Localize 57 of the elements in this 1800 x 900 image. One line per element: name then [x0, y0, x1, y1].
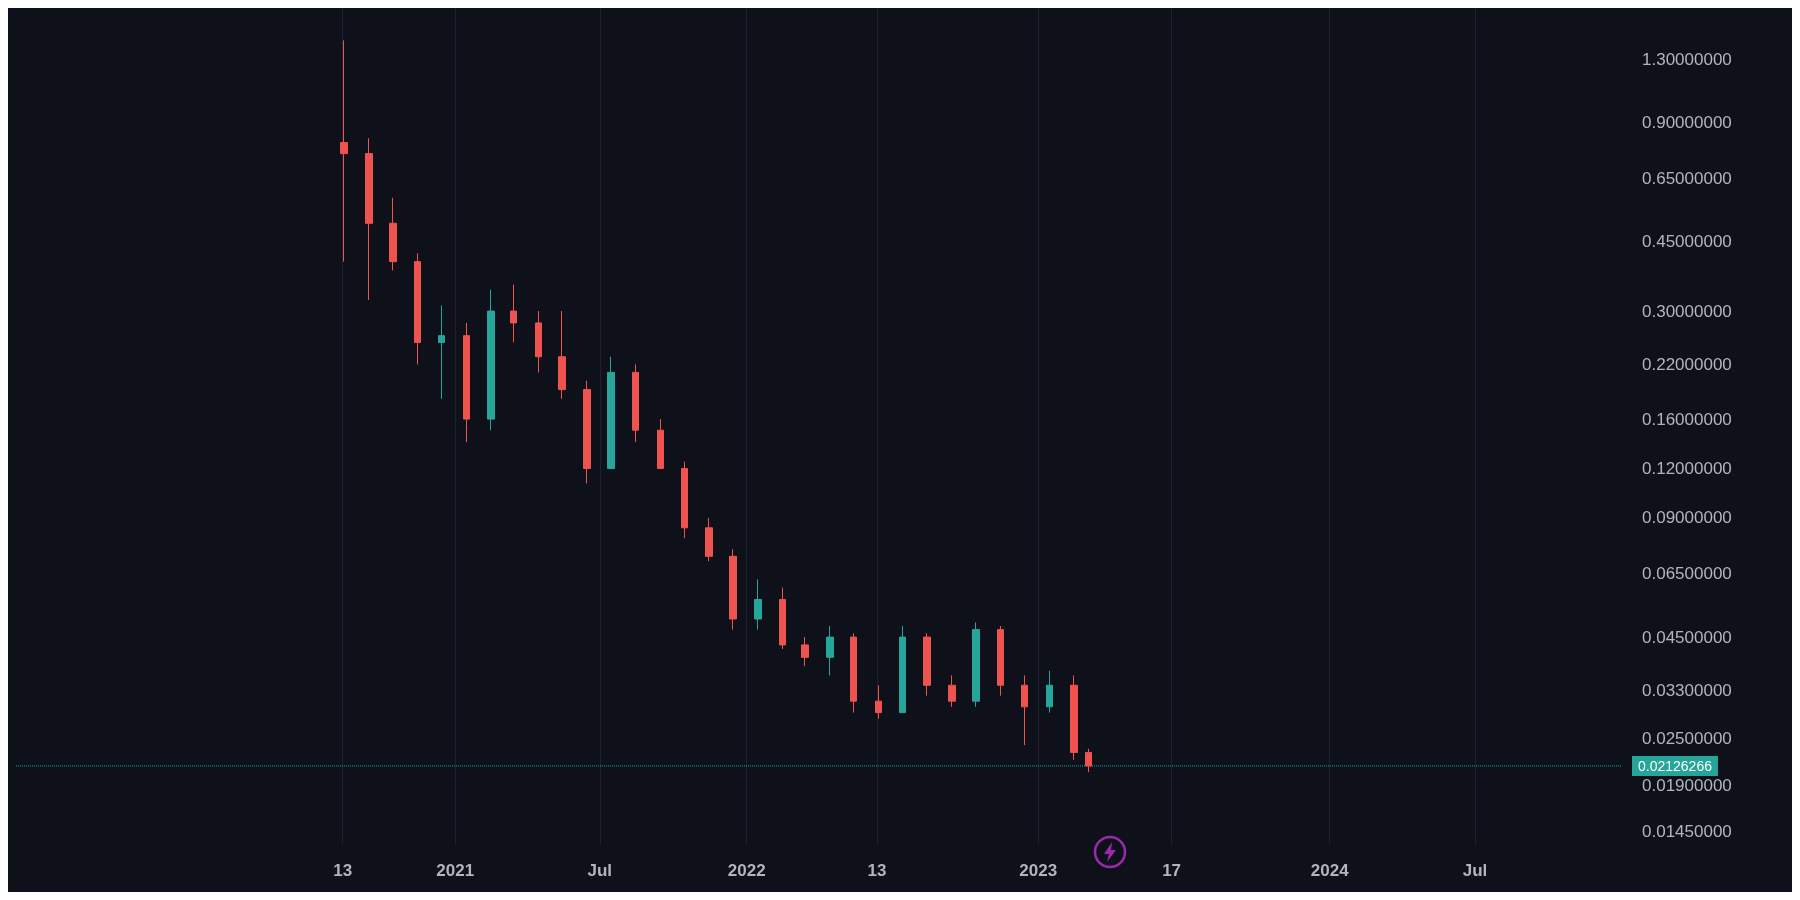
candlestick [779, 587, 786, 650]
candlestick [754, 578, 762, 631]
y-tick-label: 0.22000000 [1642, 354, 1732, 374]
candlestick [948, 674, 956, 708]
candlestick [340, 39, 348, 263]
x-tick-label: 13 [867, 861, 887, 880]
x-tick-label: 2024 [1310, 861, 1350, 880]
candlestick [899, 625, 906, 714]
x-tick-label: 13 [333, 861, 353, 880]
y-tick-label: 0.03300000 [1642, 680, 1732, 700]
candlestick [657, 418, 664, 470]
y-tick-label: 0.04500000 [1642, 627, 1732, 647]
x-tick-label: 2021 [436, 861, 475, 880]
x-tick-label: 2022 [727, 861, 766, 880]
y-tick-label: 0.02500000 [1642, 728, 1732, 748]
y-tick-label: 0.90000000 [1642, 112, 1732, 132]
y-tick-label: 1.30000000 [1642, 49, 1732, 69]
y-tick-label: 0.16000000 [1642, 409, 1732, 429]
candlestick [414, 252, 421, 365]
x-tick-label: 2023 [1019, 861, 1058, 880]
candlestick [558, 310, 566, 400]
candlestick [632, 363, 639, 443]
y-tick-label: 0.65000000 [1642, 168, 1732, 188]
candlestick [510, 284, 517, 343]
candlestick [705, 517, 713, 562]
y-tick-label: 0.09000000 [1642, 508, 1732, 528]
y-tick-label: 0.06500000 [1642, 564, 1732, 584]
candlestick [1070, 674, 1078, 761]
candlestick [826, 625, 834, 676]
candlestick [535, 310, 542, 373]
candlestick [487, 289, 495, 431]
y-tick-label: 0.45000000 [1642, 231, 1732, 251]
candlestick [607, 356, 615, 470]
y-tick-label: 0.01900000 [1642, 775, 1732, 795]
candlestick [875, 684, 882, 720]
candlestick [365, 137, 373, 301]
candlestick [1085, 748, 1092, 773]
y-tick-label: 0.30000000 [1642, 301, 1732, 321]
candlestick [1046, 670, 1053, 714]
candlestick [972, 621, 980, 708]
candlestick [850, 632, 857, 714]
x-tick-label: Jul [587, 861, 613, 880]
candlestick [729, 548, 737, 631]
candlestick [681, 461, 688, 539]
x-tick-label: 17 [1162, 861, 1182, 880]
candlestick [389, 197, 397, 271]
candlestick [463, 322, 470, 443]
y-tick-label: 0.01450000 [1642, 822, 1732, 842]
candlestick [923, 632, 931, 697]
x-tick-label: Jul [1462, 861, 1488, 880]
candlestick [583, 380, 591, 484]
y-tick-label: 0.12000000 [1642, 459, 1732, 479]
ref-line-label: 0.02126266 [1638, 757, 1713, 774]
candlestick [438, 304, 445, 400]
candlestick [801, 636, 809, 667]
candlestick [1021, 674, 1028, 746]
candlestick [997, 625, 1004, 697]
